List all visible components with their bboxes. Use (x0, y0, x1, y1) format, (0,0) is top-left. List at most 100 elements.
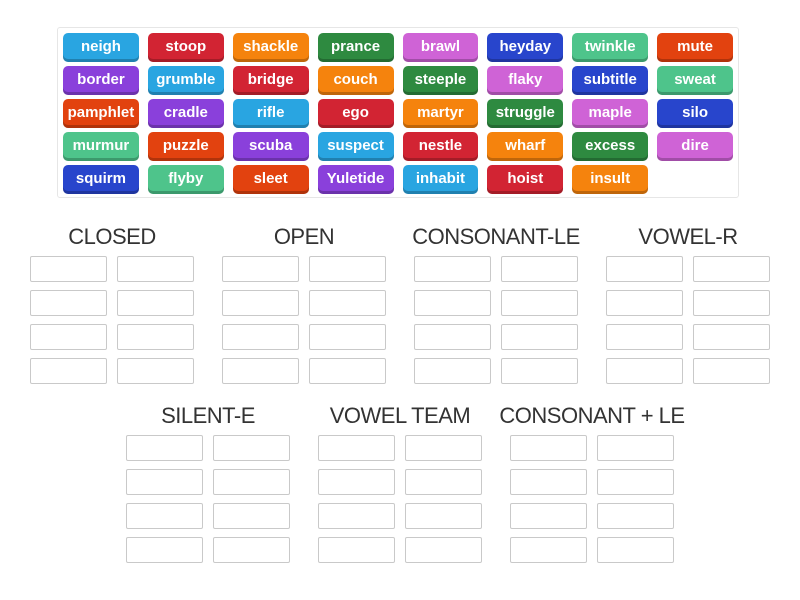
drop-slot[interactable] (606, 290, 683, 316)
drop-slot[interactable] (117, 290, 194, 316)
category-row-2: SILENT-E VOWEL TEAM CONSONANT + LE (0, 397, 800, 563)
drop-slot[interactable] (222, 256, 299, 282)
word-tile[interactable]: grumble (147, 66, 224, 95)
word-tile[interactable]: stoop (147, 33, 224, 62)
drop-slot[interactable] (30, 358, 107, 384)
word-bank: neigh stoop shackle prance brawl heyday twinkl… (57, 27, 739, 198)
drop-slot[interactable] (405, 435, 482, 461)
word-tile[interactable]: bridge (232, 66, 309, 95)
word-tile[interactable]: steeple (402, 66, 479, 95)
drop-slot[interactable] (693, 358, 770, 384)
word-tile[interactable]: flaky (487, 66, 564, 95)
word-tile[interactable]: squirm (63, 165, 139, 194)
drop-slot[interactable] (222, 324, 299, 350)
word-tile[interactable]: couch (317, 66, 394, 95)
word-tile[interactable]: suspect (317, 132, 394, 161)
word-tile[interactable]: insult (572, 165, 649, 194)
drop-slot[interactable] (501, 290, 578, 316)
drop-slot[interactable] (501, 358, 578, 384)
word-tile[interactable]: cradle (147, 99, 224, 128)
drop-slot[interactable] (222, 358, 299, 384)
word-tile[interactable]: hoist (487, 165, 564, 194)
word-tile[interactable]: wharf (487, 132, 564, 161)
word-tile[interactable]: martyr (402, 99, 479, 128)
word-tile[interactable]: heyday (487, 33, 564, 62)
drop-slot[interactable] (30, 256, 107, 282)
word-tile[interactable]: dire (657, 132, 733, 161)
word-tile[interactable]: silo (657, 99, 733, 128)
word-tile[interactable]: subtitle (572, 66, 649, 95)
drop-slot[interactable] (510, 469, 587, 495)
drop-slot[interactable] (309, 324, 386, 350)
drop-slot[interactable] (597, 435, 674, 461)
word-tile[interactable]: twinkle (572, 33, 649, 62)
word-tile[interactable]: excess (572, 132, 649, 161)
drop-slot[interactable] (414, 256, 491, 282)
drop-slot[interactable] (213, 435, 290, 461)
drop-slot[interactable] (414, 290, 491, 316)
word-tile[interactable]: inhabit (402, 165, 479, 194)
drop-slot[interactable] (606, 256, 683, 282)
word-tile[interactable]: scuba (232, 132, 309, 161)
drop-slot[interactable] (117, 256, 194, 282)
word-tile[interactable]: sweat (657, 66, 733, 95)
word-tile[interactable]: flyby (147, 165, 224, 194)
slot-grid (126, 435, 290, 563)
drop-slot[interactable] (606, 324, 683, 350)
drop-slot[interactable] (693, 290, 770, 316)
drop-slot[interactable] (597, 537, 674, 563)
category-label: VOWEL TEAM (329, 403, 471, 428)
drop-slot[interactable] (126, 537, 203, 563)
drop-slot[interactable] (117, 324, 194, 350)
drop-slot[interactable] (597, 469, 674, 495)
drop-slot[interactable] (693, 324, 770, 350)
drop-slot[interactable] (414, 324, 491, 350)
word-tile[interactable]: maple (572, 99, 649, 128)
drop-slot[interactable] (309, 358, 386, 384)
drop-slot[interactable] (213, 469, 290, 495)
word-tile[interactable]: rifle (232, 99, 309, 128)
drop-slot[interactable] (405, 503, 482, 529)
drop-slot[interactable] (405, 469, 482, 495)
drop-slot[interactable] (510, 537, 587, 563)
word-tile[interactable]: nestle (402, 132, 479, 161)
drop-slot[interactable] (309, 290, 386, 316)
drop-slot[interactable] (405, 537, 482, 563)
word-tile[interactable]: Yuletide (317, 165, 394, 194)
word-tile[interactable]: struggle (487, 99, 564, 128)
drop-slot[interactable] (126, 503, 203, 529)
word-tile[interactable]: prance (317, 33, 394, 62)
drop-slot[interactable] (510, 503, 587, 529)
drop-slot[interactable] (222, 290, 299, 316)
drop-slot[interactable] (693, 256, 770, 282)
word-tile[interactable]: sleet (232, 165, 309, 194)
drop-slot[interactable] (213, 503, 290, 529)
drop-slot[interactable] (318, 469, 395, 495)
word-tile[interactable]: shackle (232, 33, 309, 62)
word-tile[interactable]: ego (317, 99, 394, 128)
drop-slot[interactable] (318, 503, 395, 529)
drop-slot[interactable] (501, 256, 578, 282)
drop-slot[interactable] (126, 435, 203, 461)
word-tile[interactable]: brawl (402, 33, 479, 62)
drop-slot[interactable] (597, 503, 674, 529)
drop-slot[interactable] (318, 537, 395, 563)
word-tile[interactable]: murmur (63, 132, 139, 161)
drop-slot[interactable] (414, 358, 491, 384)
drop-slot[interactable] (606, 358, 683, 384)
drop-slot[interactable] (30, 290, 107, 316)
drop-slot[interactable] (501, 324, 578, 350)
category-group: SILENT-E (126, 397, 290, 563)
drop-slot[interactable] (510, 435, 587, 461)
word-tile[interactable]: neigh (63, 33, 139, 62)
drop-slot[interactable] (126, 469, 203, 495)
word-tile[interactable]: border (63, 66, 139, 95)
drop-slot[interactable] (318, 435, 395, 461)
drop-slot[interactable] (30, 324, 107, 350)
drop-slot[interactable] (309, 256, 386, 282)
drop-slot[interactable] (213, 537, 290, 563)
word-tile[interactable]: pamphlet (63, 99, 139, 128)
word-tile[interactable]: mute (657, 33, 733, 62)
drop-slot[interactable] (117, 358, 194, 384)
word-tile[interactable]: puzzle (147, 132, 224, 161)
